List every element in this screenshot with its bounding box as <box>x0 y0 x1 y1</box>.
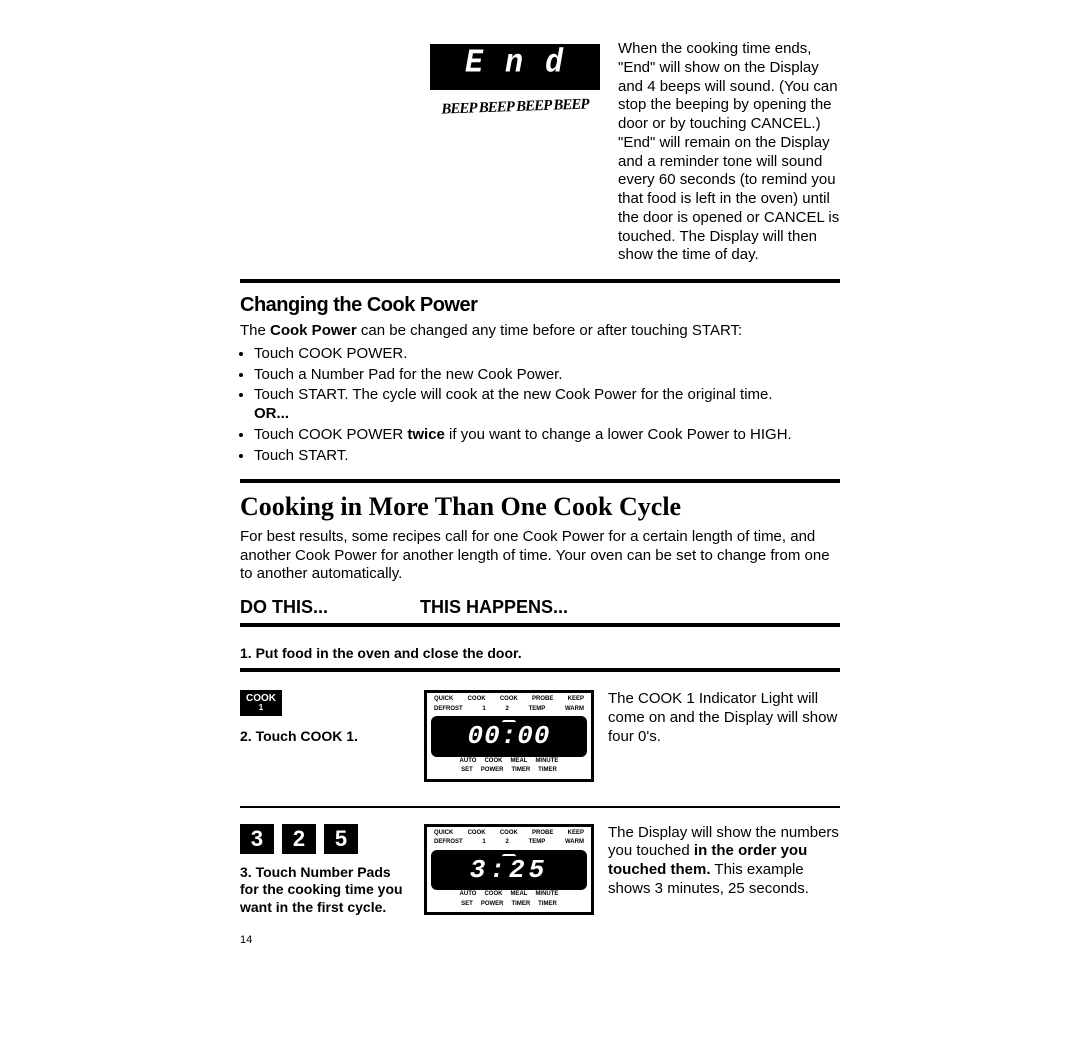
lbl: 1 <box>482 706 485 714</box>
lbl: WARM <box>565 839 584 847</box>
column-headers: DO THIS... THIS HAPPENS... <box>240 596 840 619</box>
or-text: OR... <box>254 405 289 422</box>
number-badges: 3 2 5 <box>240 824 410 854</box>
page-number: 14 <box>240 934 840 948</box>
divider <box>240 806 840 808</box>
txt-bold: twice <box>407 426 445 443</box>
lbl: COOK <box>500 830 518 838</box>
bullet: Touch a Number Pad for the new Cook Powe… <box>254 366 840 385</box>
lbl: COOK <box>484 758 502 766</box>
divider <box>240 479 840 483</box>
lbl: WARM <box>565 706 584 714</box>
lbl: TIMER <box>512 767 531 775</box>
lbl: SET <box>461 901 473 909</box>
num-badge: 2 <box>282 824 316 854</box>
lbl: COOK <box>468 830 486 838</box>
changing-intro: The Cook Power can be changed any time b… <box>240 322 840 341</box>
heading-multi-cycle: Cooking in More Than One Cook Cycle <box>240 491 840 524</box>
num-badge: 3 <box>240 824 274 854</box>
heading-changing-cook-power: Changing the Cook Power <box>240 293 840 318</box>
txt: The <box>240 322 270 339</box>
end-description: When the cooking time ends, "End" will s… <box>618 40 840 265</box>
txt: if you want to change a lower Cook Power… <box>445 426 792 443</box>
step2-text: 2. Touch COOK 1. <box>240 728 410 746</box>
beep-text: BEEP BEEP BEEP BEEP <box>430 95 601 120</box>
lbl: QUICK <box>434 696 453 704</box>
lbl: TEMP <box>529 706 546 714</box>
divider <box>240 668 840 672</box>
col-this-happens: THIS HAPPENS... <box>420 596 568 619</box>
lbl: DEFROST <box>434 839 463 847</box>
step3-left: 3 2 5 3. Touch Number Pads for the cooki… <box>240 824 410 917</box>
txt: Touch START. The cycle will cook at the … <box>254 386 773 403</box>
end-display-block: E n d BEEP BEEP BEEP BEEP <box>430 40 600 265</box>
bot-labels: AUTO COOK MEAL MINUTE <box>431 758 587 768</box>
txt-bold: Cook Power <box>270 322 357 339</box>
bot-labels2: SET POWER TIMER TIMER <box>431 767 587 777</box>
lbl: 2 <box>505 839 508 847</box>
step1-text: 1. Put food in the oven and close the do… <box>240 645 522 663</box>
lbl: POWER <box>481 767 504 775</box>
lbl: COOK <box>468 696 486 704</box>
bot-labels2: SET POWER TIMER TIMER <box>431 901 587 911</box>
txt: can be changed any time before or after … <box>357 322 743 339</box>
lbl: PROBE <box>532 830 553 838</box>
lbl: MEAL <box>510 891 527 899</box>
lcd-text: 3:25 <box>470 852 548 887</box>
badge-sub: 1 <box>246 704 276 713</box>
top-labels2: DEFROST 1 2 TEMP WARM <box>431 839 587 849</box>
lbl: KEEP <box>568 696 584 704</box>
bullet: Touch START. <box>254 447 840 466</box>
divider <box>240 623 840 627</box>
lcd: 00:00 <box>431 716 587 757</box>
lbl: QUICK <box>434 830 453 838</box>
step2-display: QUICK COOK COOK PROBE KEEP DEFROST 1 2 T… <box>424 690 594 782</box>
step3-desc: The Display will show the numbers you to… <box>608 824 840 899</box>
lbl: COOK <box>484 891 502 899</box>
lbl: SET <box>461 767 473 775</box>
txt: Touch COOK POWER <box>254 426 407 443</box>
lcd-end: E n d <box>430 44 600 90</box>
lbl: KEEP <box>568 830 584 838</box>
bullet: Touch START. The cycle will cook at the … <box>254 386 840 424</box>
step2-left: COOK 1 2. Touch COOK 1. <box>240 690 410 745</box>
lbl: DEFROST <box>434 706 463 714</box>
divider <box>240 279 840 283</box>
bullet: Touch COOK POWER twice if you want to ch… <box>254 426 840 445</box>
num-badge: 5 <box>324 824 358 854</box>
lbl: 2 <box>505 706 508 714</box>
lbl: TIMER <box>512 901 531 909</box>
bot-labels: AUTO COOK MEAL MINUTE <box>431 891 587 901</box>
display-box: QUICK COOK COOK PROBE KEEP DEFROST 1 2 T… <box>424 690 594 782</box>
bullet: Touch COOK POWER. <box>254 345 840 364</box>
display-box: QUICK COOK COOK PROBE KEEP DEFROST 1 2 T… <box>424 824 594 916</box>
lbl: TIMER <box>538 901 557 909</box>
lbl: POWER <box>481 901 504 909</box>
lbl: 1 <box>482 839 485 847</box>
lcd: 3:25 <box>431 850 587 891</box>
step2-desc: The COOK 1 Indicator Light will come on … <box>608 690 840 746</box>
lcd-end-text: E n d <box>465 44 565 85</box>
lbl: MINUTE <box>535 758 558 766</box>
col-do-this: DO THIS... <box>240 596 420 619</box>
multi-intro: For best results, some recipes call for … <box>240 528 840 584</box>
cook1-badge: COOK 1 <box>240 690 282 716</box>
lbl: AUTO <box>460 758 477 766</box>
lcd-text: 00:00 <box>467 718 550 753</box>
top-labels: QUICK COOK COOK PROBE KEEP <box>431 696 587 706</box>
step3-display: QUICK COOK COOK PROBE KEEP DEFROST 1 2 T… <box>424 824 594 916</box>
lbl: COOK <box>500 696 518 704</box>
lbl: TIMER <box>538 767 557 775</box>
lbl: AUTO <box>460 891 477 899</box>
lbl: MEAL <box>510 758 527 766</box>
top-labels2: DEFROST 1 2 TEMP WARM <box>431 706 587 716</box>
top-labels: QUICK COOK COOK PROBE KEEP <box>431 830 587 840</box>
step3-text: 3. Touch Number Pads for the cooking tim… <box>240 864 410 917</box>
changing-bullets: Touch COOK POWER. Touch a Number Pad for… <box>240 345 840 466</box>
lbl: PROBE <box>532 696 553 704</box>
lbl: MINUTE <box>535 891 558 899</box>
lbl: TEMP <box>529 839 546 847</box>
